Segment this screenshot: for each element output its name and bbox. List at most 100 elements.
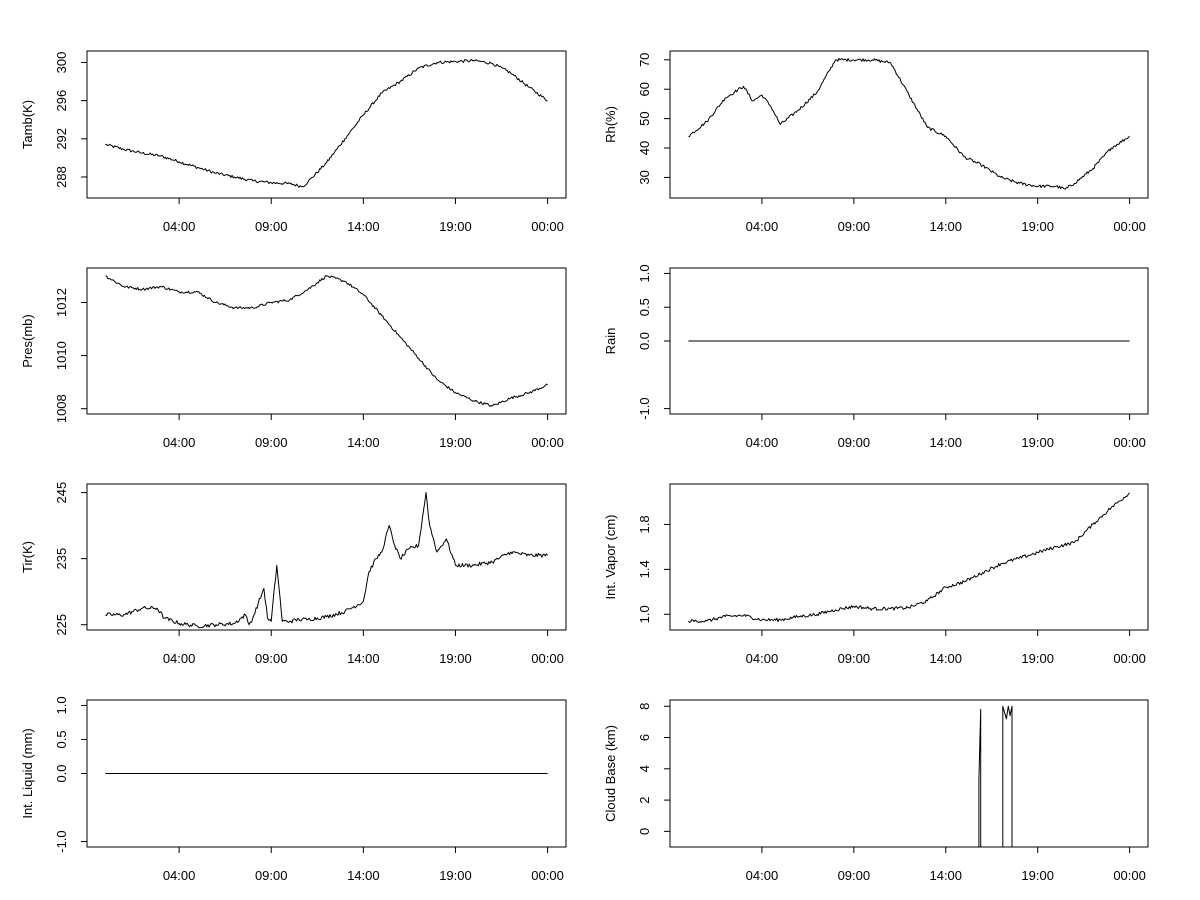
chart-panel-4: 04:00 09:00 14:00 19:00 00:00 225 235 245 Tir(K) [20,482,567,666]
series-line [687,492,1130,624]
y-axis-title: Tamb(K) [20,100,35,149]
x-tick-label: 00:00 [1113,219,1146,234]
series-line [105,58,548,188]
y-tick-label: 300 [54,52,69,74]
plot-frame [669,50,1149,199]
y-tick-label: 60 [637,82,652,96]
x-tick-label: 19:00 [1021,868,1054,883]
x-tick-label: 09:00 [838,435,871,450]
chart-panel-7: 04:00 09:00 14:00 19:00 00:00 0 2 4 6 8 Cloud Base… [603,699,1149,883]
y-tick-label: -1.0 [54,830,69,852]
x-tick-label: 04:00 [163,435,196,450]
x-tick-label: 00:00 [1113,868,1146,883]
x-tick-label: 19:00 [439,868,472,883]
x-tick-label: 14:00 [347,868,380,883]
x-tick-label: 04:00 [163,868,196,883]
y-tick-label: 0.0 [637,332,652,350]
x-tick-label: 14:00 [929,651,962,666]
y-tick-label: 0.5 [637,298,652,316]
x-tick-label: 04:00 [746,651,779,666]
y-tick-label: 50 [637,111,652,125]
chart-panel-6: 04:00 09:00 14:00 19:00 00:00 -1.0 0.0 0.5 1.0 In… [20,696,567,883]
x-tick-label: 09:00 [255,868,288,883]
x-tick-label: 09:00 [838,868,871,883]
y-tick-label: 2 [637,796,652,803]
y-axis-title: Tir(K) [20,541,35,573]
x-tick-label: 19:00 [1021,435,1054,450]
x-tick-label: 14:00 [347,435,380,450]
x-tick-label: 14:00 [347,651,380,666]
y-axis-title: Int. Liquid (mm) [20,728,35,818]
y-axis-title: Int. Vapor (cm) [603,514,618,599]
y-tick-label: 1.0 [637,605,652,623]
y-tick-label: 1.8 [637,515,652,533]
series-line [105,492,548,629]
y-tick-label: 0 [637,828,652,835]
plot-frame [86,267,567,415]
plot-frame [669,699,1149,848]
x-tick-label: 00:00 [531,868,564,883]
x-tick-label: 00:00 [531,651,564,666]
series-line [688,705,1130,848]
y-tick-label: 70 [637,53,652,67]
chart-panel-3: 04:00 09:00 14:00 19:00 00:00 -1.0 0.0 0.5 1.0 Ra… [603,264,1149,450]
x-tick-label: 09:00 [255,651,288,666]
series-line [688,58,1130,190]
y-tick-label: 0.0 [54,764,69,782]
y-tick-label: 1.0 [637,264,652,282]
x-tick-label: 09:00 [255,219,288,234]
chart-panel-5: 04:00 09:00 14:00 19:00 00:00 1.0 1.4 1.8 Int. V… [603,483,1149,666]
y-tick-label: 1010 [54,341,69,370]
x-tick-label: 14:00 [929,219,962,234]
y-tick-label: 8 [637,703,652,710]
y-axis-title: Cloud Base (km) [603,725,618,822]
x-tick-label: 14:00 [347,219,380,234]
x-tick-label: 19:00 [1021,651,1054,666]
x-tick-label: 09:00 [255,435,288,450]
x-tick-label: 14:00 [929,868,962,883]
y-tick-label: 235 [54,548,69,570]
y-tick-label: 6 [637,734,652,741]
series-line [105,275,548,407]
plot-frame [86,50,567,199]
y-tick-label: 30 [637,170,652,184]
x-tick-label: 00:00 [531,219,564,234]
x-tick-label: 19:00 [439,651,472,666]
x-tick-label: 00:00 [1113,651,1146,666]
y-tick-label: 245 [54,482,69,504]
chart-panel-1: 04:00 09:00 14:00 19:00 00:00 30 40 50 60 70 Rh(%) [603,50,1149,234]
plot-frame [86,483,567,631]
y-tick-label: 40 [637,141,652,155]
y-tick-label: 1.0 [54,696,69,714]
x-tick-label: 19:00 [439,219,472,234]
y-tick-label: 288 [54,166,69,188]
x-tick-label: 09:00 [838,219,871,234]
y-axis-title: Rh(%) [603,106,618,143]
chart-panel-2: 04:00 09:00 14:00 19:00 00:00 1008 1010 1012 Pre… [20,267,567,450]
y-axis-title: Rain [603,328,618,355]
y-tick-label: 292 [54,128,69,150]
x-tick-label: 04:00 [746,219,779,234]
x-tick-label: 19:00 [439,435,472,450]
y-tick-label: 225 [54,614,69,636]
x-tick-label: 19:00 [1021,219,1054,234]
y-tick-label: 4 [637,765,652,772]
x-tick-label: 04:00 [746,435,779,450]
y-tick-label: 296 [54,90,69,112]
chart-panel-0: 04:00 09:00 14:00 19:00 00:00 288 292 296 300 Tam… [20,50,567,234]
y-tick-label: 1.4 [637,560,652,578]
x-tick-label: 00:00 [531,435,564,450]
y-tick-label: -1.0 [637,397,652,419]
y-tick-label: 1012 [54,288,69,317]
y-tick-label: 0.5 [54,730,69,748]
plot-frame [669,483,1149,631]
x-tick-label: 04:00 [163,651,196,666]
x-tick-label: 04:00 [746,868,779,883]
x-tick-label: 04:00 [163,219,196,234]
y-axis-title: Pres(mb) [20,314,35,367]
y-tick-label: 1008 [54,394,69,423]
x-tick-label: 09:00 [838,651,871,666]
x-tick-label: 00:00 [1113,435,1146,450]
x-tick-label: 14:00 [929,435,962,450]
